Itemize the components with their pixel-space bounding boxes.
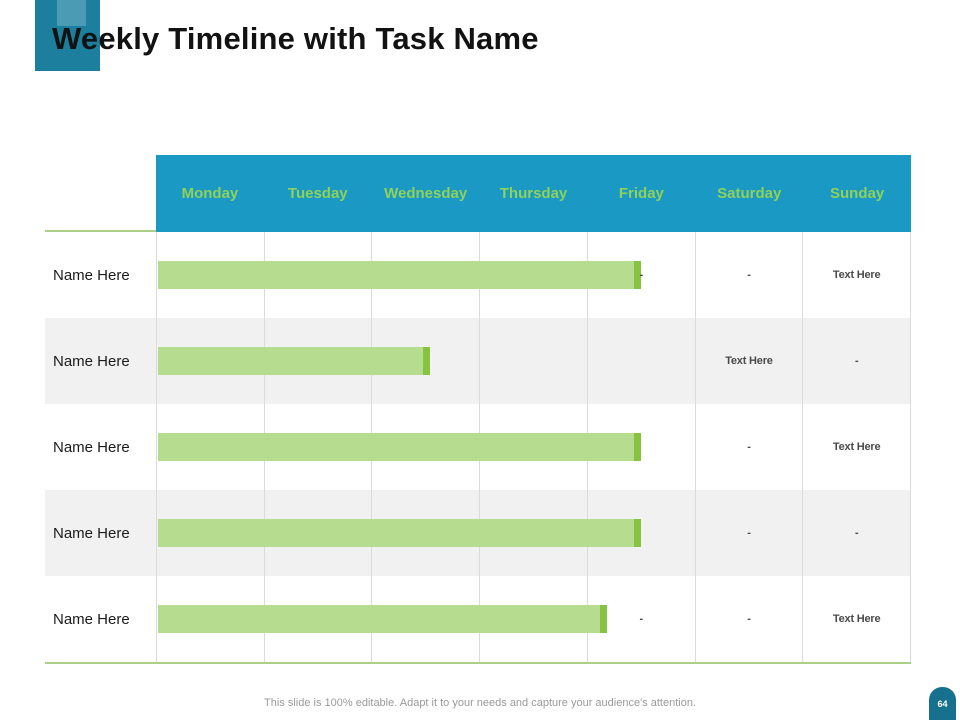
page-number-badge: 64 (929, 687, 956, 720)
timeline-cell (586, 318, 695, 404)
cell-label: - (854, 355, 859, 367)
day-header: Friday (618, 185, 664, 202)
day-header: Monday (181, 185, 239, 202)
timeline-cell: - (694, 404, 803, 490)
day-header: Tuesday (287, 185, 348, 202)
task-bar (158, 347, 430, 375)
timeline-cell: - (694, 232, 803, 318)
page-title: Weekly Timeline with Task Name (52, 21, 539, 56)
timeline-row: Name Here -- (45, 490, 912, 576)
cell-label: - (854, 527, 859, 539)
cell-label: - (747, 527, 751, 539)
day-cells: - Text Here (156, 404, 912, 490)
cell-label: - (639, 613, 644, 625)
day-cells: -- (156, 490, 912, 576)
task-name: Name Here (53, 266, 130, 284)
timeline-cell: - (694, 576, 803, 662)
timeline-cell (156, 576, 264, 662)
day-cells: - - Text Here (156, 232, 912, 318)
table-header-row: Monday Tuesday Wednesday Thursday Friday… (45, 155, 911, 232)
task-bar (158, 605, 607, 633)
cell-label: Text Here (832, 269, 881, 281)
timeline-cell (156, 404, 264, 490)
cell-label: Text Here (832, 441, 881, 453)
cell-label: Text Here (725, 355, 773, 367)
day-header: Sunday (829, 185, 885, 202)
cell-label: - (747, 613, 751, 625)
timeline-row: Name Here - Text Here (45, 404, 912, 490)
day-header-row: Monday Tuesday Wednesday Thursday Friday… (156, 155, 911, 232)
timeline-row: Name Here - - Text Here (45, 576, 912, 662)
cell-label: - (747, 441, 751, 453)
cell-label: Text Here (832, 613, 881, 625)
day-cells: Text Here - (156, 318, 912, 404)
task-bar (158, 519, 641, 547)
timeline-cell (156, 490, 264, 576)
timeline-cell: - (694, 490, 803, 576)
task-name: Name Here (53, 610, 130, 628)
weekly-timeline-table: Monday Tuesday Wednesday Thursday Friday… (45, 155, 912, 664)
timeline-cell (156, 318, 264, 404)
timeline-cell: Text Here (802, 232, 912, 318)
header-spacer (45, 155, 156, 232)
timeline-cell: Text Here (802, 404, 912, 490)
timeline-body: Name Here - - Text Here Name Here Text Her… (45, 232, 912, 662)
page-number: 64 (937, 698, 948, 709)
timeline-row: Name Here Text Here - (45, 318, 912, 404)
timeline-row: Name Here - - Text Here (45, 232, 912, 318)
day-header: Wednesday (384, 185, 468, 202)
timeline-cell: Text Here (694, 318, 803, 404)
task-bar (158, 261, 641, 289)
timeline-cell: Text Here (802, 576, 912, 662)
day-header: Thursday (499, 185, 568, 202)
timeline-cell: - (802, 490, 912, 576)
task-bar (158, 433, 641, 461)
footer-note: This slide is 100% editable. Adapt it to… (264, 697, 696, 709)
day-header: Saturday (717, 185, 782, 202)
timeline-cell (479, 318, 587, 404)
task-name: Name Here (53, 438, 130, 456)
cell-label: - (747, 269, 751, 281)
task-name: Name Here (53, 352, 130, 370)
title-accent-square-small (57, 0, 86, 26)
day-cells: - - Text Here (156, 576, 912, 662)
cell-label: - (639, 269, 644, 281)
task-name: Name Here (53, 524, 130, 542)
timeline-cell (156, 232, 264, 318)
timeline-cell: - (802, 318, 912, 404)
